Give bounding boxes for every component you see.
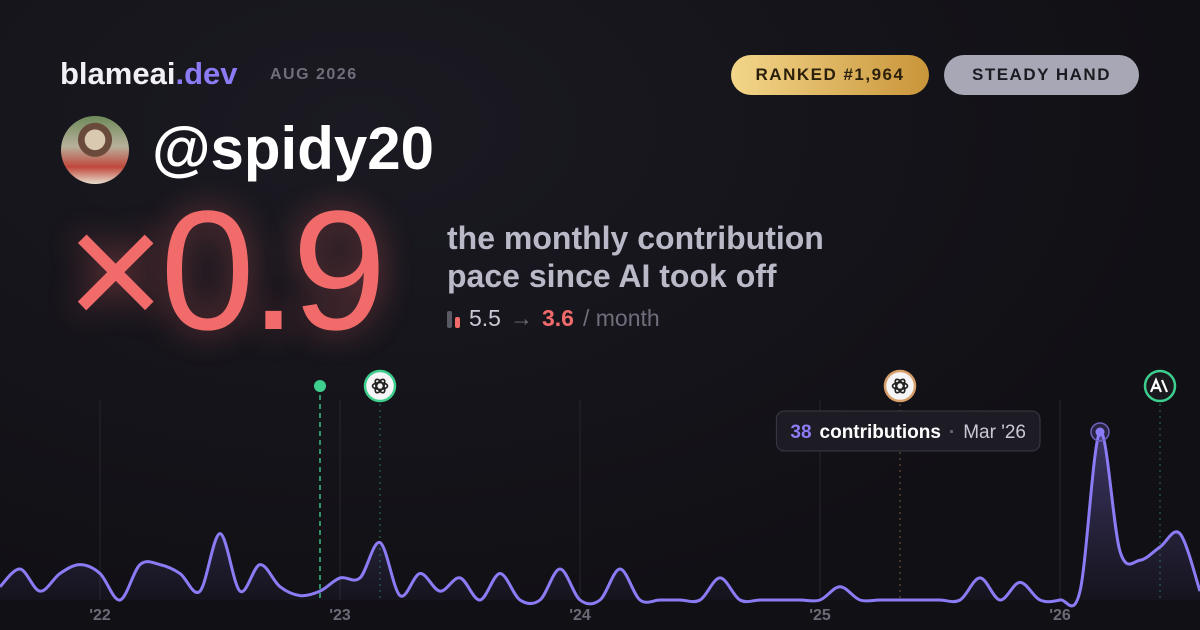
pace-arrow: → bbox=[509, 305, 533, 331]
event-dot bbox=[314, 380, 326, 392]
tooltip-separator: · bbox=[949, 422, 955, 443]
pace-before: 5.5 bbox=[469, 305, 501, 331]
tooltip-value: 38 bbox=[790, 422, 811, 443]
description: the monthly contribution pace since AI t… bbox=[447, 219, 824, 295]
x-tick-label: '25 bbox=[809, 607, 831, 624]
pace-stats: 5.5 → 3.6 / month bbox=[447, 305, 660, 332]
tooltip-date: Mar '26 bbox=[963, 422, 1026, 443]
brand: blameai.dev bbox=[60, 56, 237, 92]
brand-tld: .dev bbox=[175, 56, 238, 91]
event-icon-glyph bbox=[371, 381, 389, 391]
tooltip: 38 contributions · Mar '26 bbox=[775, 410, 1041, 452]
event-icon-glyph bbox=[1149, 377, 1169, 393]
x-tick-label: '23 bbox=[329, 607, 351, 624]
description-line: pace since AI took off bbox=[447, 258, 777, 294]
period: AUG 2026 bbox=[270, 66, 358, 83]
event-icon-glyph bbox=[891, 381, 909, 391]
tooltip-label: contributions bbox=[820, 422, 941, 443]
event-icon-glyph bbox=[374, 378, 386, 394]
event-icon-glyph bbox=[894, 378, 906, 394]
event-icon bbox=[883, 369, 917, 403]
tooltip-text: 38 contributions · Mar '26 bbox=[790, 422, 1026, 443]
event-icon-glyph bbox=[374, 378, 386, 394]
area bbox=[0, 431, 1200, 606]
handle: @spidy20 bbox=[152, 115, 434, 182]
style-badge: STEADY HAND bbox=[944, 55, 1139, 95]
event-icon bbox=[1143, 369, 1177, 403]
highlight-point bbox=[1095, 427, 1105, 437]
rank-badge: RANKED #1,964 bbox=[731, 55, 929, 95]
event-icon-glyph bbox=[894, 378, 906, 394]
event-icon bbox=[363, 369, 397, 403]
brand-name: blameai bbox=[60, 56, 176, 91]
x-tick-label: '24 bbox=[569, 607, 591, 624]
multiplier: ×0.9 bbox=[66, 176, 387, 366]
line bbox=[0, 430, 1200, 608]
tooltip-box bbox=[775, 410, 1041, 452]
x-tick-label: '26 bbox=[1049, 607, 1071, 624]
avatar bbox=[61, 116, 129, 184]
pace-after: 3.6 bbox=[541, 305, 574, 331]
pace-icon bbox=[447, 310, 460, 328]
pace-unit: / month bbox=[582, 305, 660, 331]
x-tick-label: '22 bbox=[89, 607, 111, 624]
description-line: the monthly contribution bbox=[447, 220, 824, 256]
